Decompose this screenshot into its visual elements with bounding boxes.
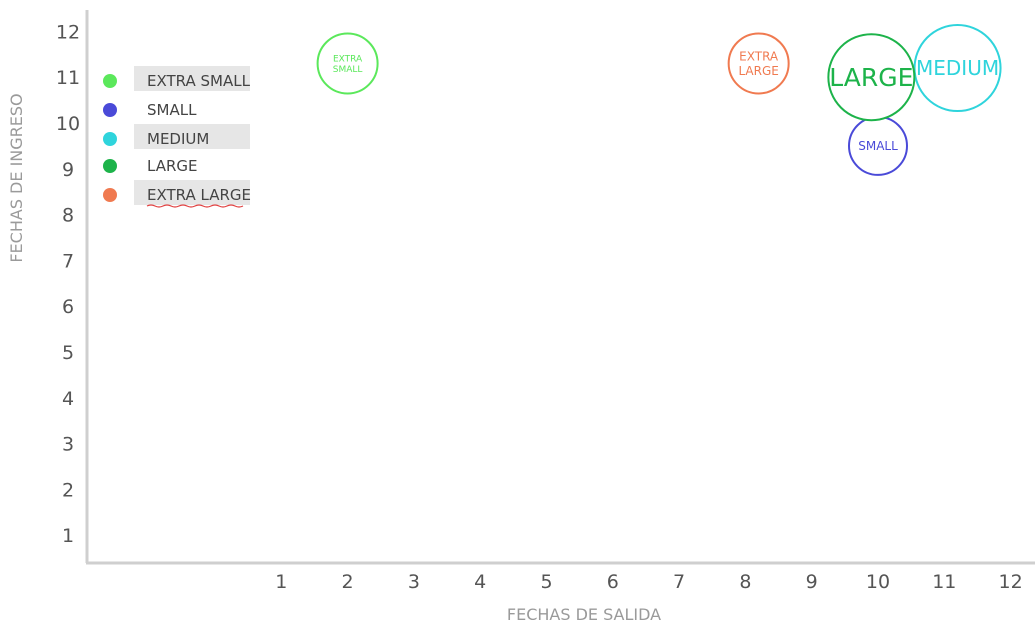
y-tick-label: 4 — [62, 388, 74, 410]
x-tick-label: 4 — [474, 571, 486, 593]
y-tick-label: 10 — [56, 113, 80, 135]
bubble-label: SMALL — [333, 65, 363, 75]
legend-label: EXTRA SMALL — [147, 72, 251, 90]
spellcheck-underline — [146, 204, 244, 208]
x-tick-label: 12 — [999, 571, 1023, 593]
bubble-label: LARGE — [829, 63, 913, 92]
bubble-circle — [913, 24, 1002, 113]
y-tick-label: 8 — [62, 205, 74, 227]
x-tick-label: 8 — [739, 571, 751, 593]
legend-row-highlight — [134, 180, 250, 205]
x-tick-label: 2 — [342, 571, 354, 593]
legend-marker — [103, 132, 117, 146]
legend-row-highlight — [134, 124, 250, 149]
bubble: LARGE — [827, 33, 916, 122]
legend-label: SMALL — [147, 101, 197, 119]
x-axis-label: FECHAS DE SALIDA — [507, 605, 661, 624]
bubble-label: LARGE — [738, 64, 778, 78]
legend-row-highlight — [134, 66, 250, 91]
legend-marker — [103, 74, 117, 88]
legend-label: EXTRA LARGE — [147, 186, 251, 204]
y-axis-label: FECHAS DE INGRESO — [7, 93, 26, 262]
x-tick-label: 9 — [806, 571, 818, 593]
x-tick-label: 1 — [275, 571, 287, 593]
x-tick-label: 6 — [607, 571, 619, 593]
bubble-label: EXTRA — [333, 54, 363, 64]
x-tick-label: 5 — [540, 571, 552, 593]
bubble-circle — [827, 33, 916, 122]
bubble-label: SMALL — [858, 139, 898, 153]
legend-marker — [103, 188, 117, 202]
y-tick-label: 2 — [62, 479, 74, 501]
legend: EXTRA SMALL SMALL MEDIUM LARGE EXTRA LARGE — [103, 66, 251, 208]
y-tick-label: 12 — [56, 21, 80, 43]
y-tick-label: 11 — [56, 67, 80, 89]
y-tick-label: 9 — [62, 159, 74, 181]
legend-label: MEDIUM — [147, 130, 209, 148]
legend-marker — [103, 103, 117, 117]
y-tick-label: 3 — [62, 434, 74, 456]
x-tick-label: 11 — [932, 571, 956, 593]
bubble-label: MEDIUM — [916, 56, 999, 80]
legend-marker — [103, 159, 117, 173]
y-tick-label: 6 — [62, 296, 74, 318]
y-tick-label: 7 — [62, 250, 74, 272]
y-tick-label: 1 — [62, 525, 74, 547]
x-tick-label: 7 — [673, 571, 685, 593]
bubble: MEDIUM — [913, 24, 1002, 113]
bubble-label: EXTRA — [739, 50, 779, 64]
legend-label: LARGE — [147, 157, 198, 175]
y-tick-label: 5 — [62, 342, 74, 364]
x-tick-labels: 1 2 3 4 5 6 7 8 9 10 11 12 — [275, 571, 1022, 593]
x-tick-label: 10 — [866, 571, 890, 593]
x-tick-label: 3 — [408, 571, 420, 593]
bubble-circle — [316, 32, 379, 95]
bubble-circle — [727, 32, 790, 95]
bubble: SMALL — [848, 115, 908, 176]
